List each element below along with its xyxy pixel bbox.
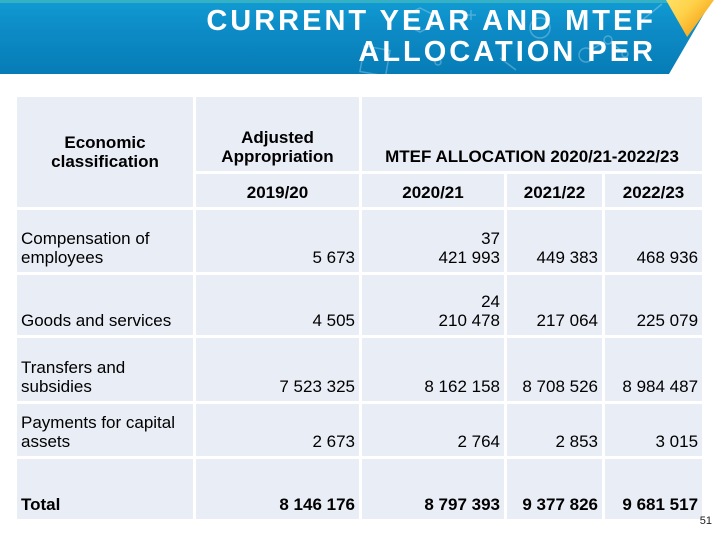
- amount-cell: 4 505: [196, 275, 359, 335]
- amount-cell: 2 764: [362, 404, 504, 456]
- table-row: Payments for capital assets 2 673 2 764 …: [17, 404, 703, 456]
- amount-cell-total: 8 146 176: [196, 459, 359, 519]
- slide-title: CURRENT YEAR AND MTEF ALLOCATION PER: [206, 5, 656, 68]
- row-label: Compensation of employees: [17, 210, 193, 272]
- amount-cell: 37 421 993: [362, 210, 504, 272]
- amount-cell-total: 8 797 393: [362, 459, 504, 519]
- header-cell-mtef-allocation: MTEF ALLOCATION 2020/21-2022/23: [362, 97, 703, 171]
- table-header-row-1: Economic classification Adjusted Appropr…: [17, 97, 703, 207]
- table-total-row: Total 8 146 176 8 797 393 9 377 826 9 68…: [17, 459, 703, 519]
- table-row: Goods and services 4 505 24 210 478 217 …: [17, 275, 703, 335]
- amount-cell: 7 523 325: [196, 338, 359, 401]
- amount-cell: 24 210 478: [362, 275, 504, 335]
- amount-cell: 2 673: [196, 404, 359, 456]
- science-doodles-pattern: [359, 3, 702, 74]
- amount-cell: 449 383: [507, 210, 602, 272]
- row-label: Payments for capital assets: [17, 404, 193, 456]
- table-row: Transfers and subsidies 7 523 325 8 162 …: [17, 338, 703, 401]
- amount-cell: 217 064: [507, 275, 602, 335]
- amount-cell: 5 673: [196, 210, 359, 272]
- row-label: Transfers and subsidies: [17, 338, 193, 401]
- amount-cell: 8 984 487: [605, 338, 703, 401]
- allocation-table: Economic classification Adjusted Appropr…: [14, 94, 705, 522]
- header-cell-year-2019-20: 2019/20: [196, 174, 359, 207]
- amount-cell: 8 708 526: [507, 338, 602, 401]
- title-banner: CURRENT YEAR AND MTEF ALLOCATION PER: [0, 0, 712, 74]
- amount-cell: 2 853: [507, 404, 602, 456]
- header-cell-year-2020-21: 2020/21: [362, 174, 504, 207]
- table-row: Compensation of employees 5 673 37 421 9…: [17, 210, 703, 272]
- header-cell-economic-classification: Economic classification: [17, 97, 193, 207]
- page-number: 51: [699, 515, 712, 527]
- amount-cell-total: 9 681 517: [605, 459, 703, 519]
- amount-cell: 225 079: [605, 275, 703, 335]
- amount-cell: 8 162 158: [362, 338, 504, 401]
- header-cell-year-2022-23: 2022/23: [605, 174, 703, 207]
- header-cell-adjusted-appropriation: Adjusted Appropriation: [196, 97, 359, 171]
- amount-cell: 468 936: [605, 210, 703, 272]
- amount-cell-total: 9 377 826: [507, 459, 602, 519]
- row-label-total: Total: [17, 459, 193, 519]
- amount-cell: 3 015: [605, 404, 703, 456]
- table-header-row-2: 2019/20 2020/21 2021/22 2022/23: [17, 174, 703, 207]
- row-label: Goods and services: [17, 275, 193, 335]
- header-cell-year-2021-22: 2021/22: [507, 174, 602, 207]
